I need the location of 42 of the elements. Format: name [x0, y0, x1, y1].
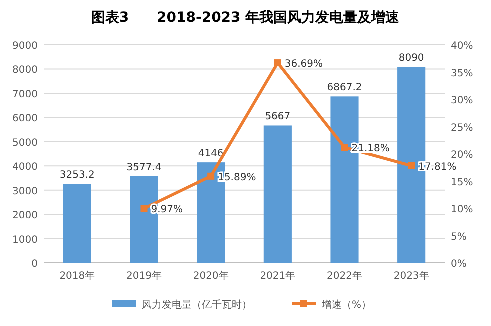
legend-label: 风力发电量（亿千瓦时）: [142, 299, 252, 311]
y2-tick-label: 5%: [451, 232, 467, 243]
point: [274, 60, 282, 67]
data-label: 6867.2: [327, 82, 362, 94]
chart-title: 图表3 2018-2023 年我国风力发电量及增速: [91, 10, 401, 26]
y-tick-label: 5000: [12, 138, 38, 149]
x-tick-label: 2018年: [60, 270, 96, 282]
data-label: 4146: [198, 148, 224, 160]
y2-tick-label: 35%: [451, 68, 474, 80]
y-tick-label: 0: [32, 259, 38, 270]
x-tick-label: 2022年: [327, 270, 362, 282]
y-tick-label: 6000: [12, 114, 38, 125]
y-tick-label: 8000: [12, 65, 38, 76]
x-tick-label: 2020年: [193, 270, 229, 282]
data-label: 3577.4: [126, 162, 162, 174]
y-tick-label: 7000: [12, 89, 38, 100]
y-tick-label: 9000: [12, 41, 38, 52]
point: [140, 205, 148, 212]
data-label: 5667: [265, 112, 291, 123]
point: [208, 172, 215, 180]
point: [408, 162, 416, 170]
y2-tick-label: 10%: [451, 204, 474, 216]
y-tick-label: 4000: [12, 162, 38, 174]
point: [341, 144, 348, 152]
data-label: 3253.2: [60, 170, 95, 182]
bar: [63, 184, 92, 263]
data-label: 36.69%: [284, 59, 324, 70]
y2-tick-label: 15%: [451, 177, 474, 188]
bar: [264, 126, 292, 263]
y2-tick-label: 25%: [451, 122, 474, 134]
y-tick-label: 3000: [12, 186, 38, 198]
legend-label: 增速（%）: [321, 299, 372, 311]
x-tick-label: 2023年: [394, 270, 430, 282]
y-tick-label: 1000: [12, 234, 38, 246]
y-tick-label: 2000: [12, 210, 38, 222]
y2-tick-label: 0%: [451, 259, 467, 270]
x-tick-label: 2021年: [260, 270, 296, 282]
y2-tick-label: 40%: [451, 41, 474, 52]
x-tick-label: 2019年: [126, 270, 162, 282]
y2-tick-label: 30%: [451, 96, 474, 106]
y2-tick-label: 20%: [451, 150, 474, 161]
data-label: 8090: [398, 53, 424, 64]
